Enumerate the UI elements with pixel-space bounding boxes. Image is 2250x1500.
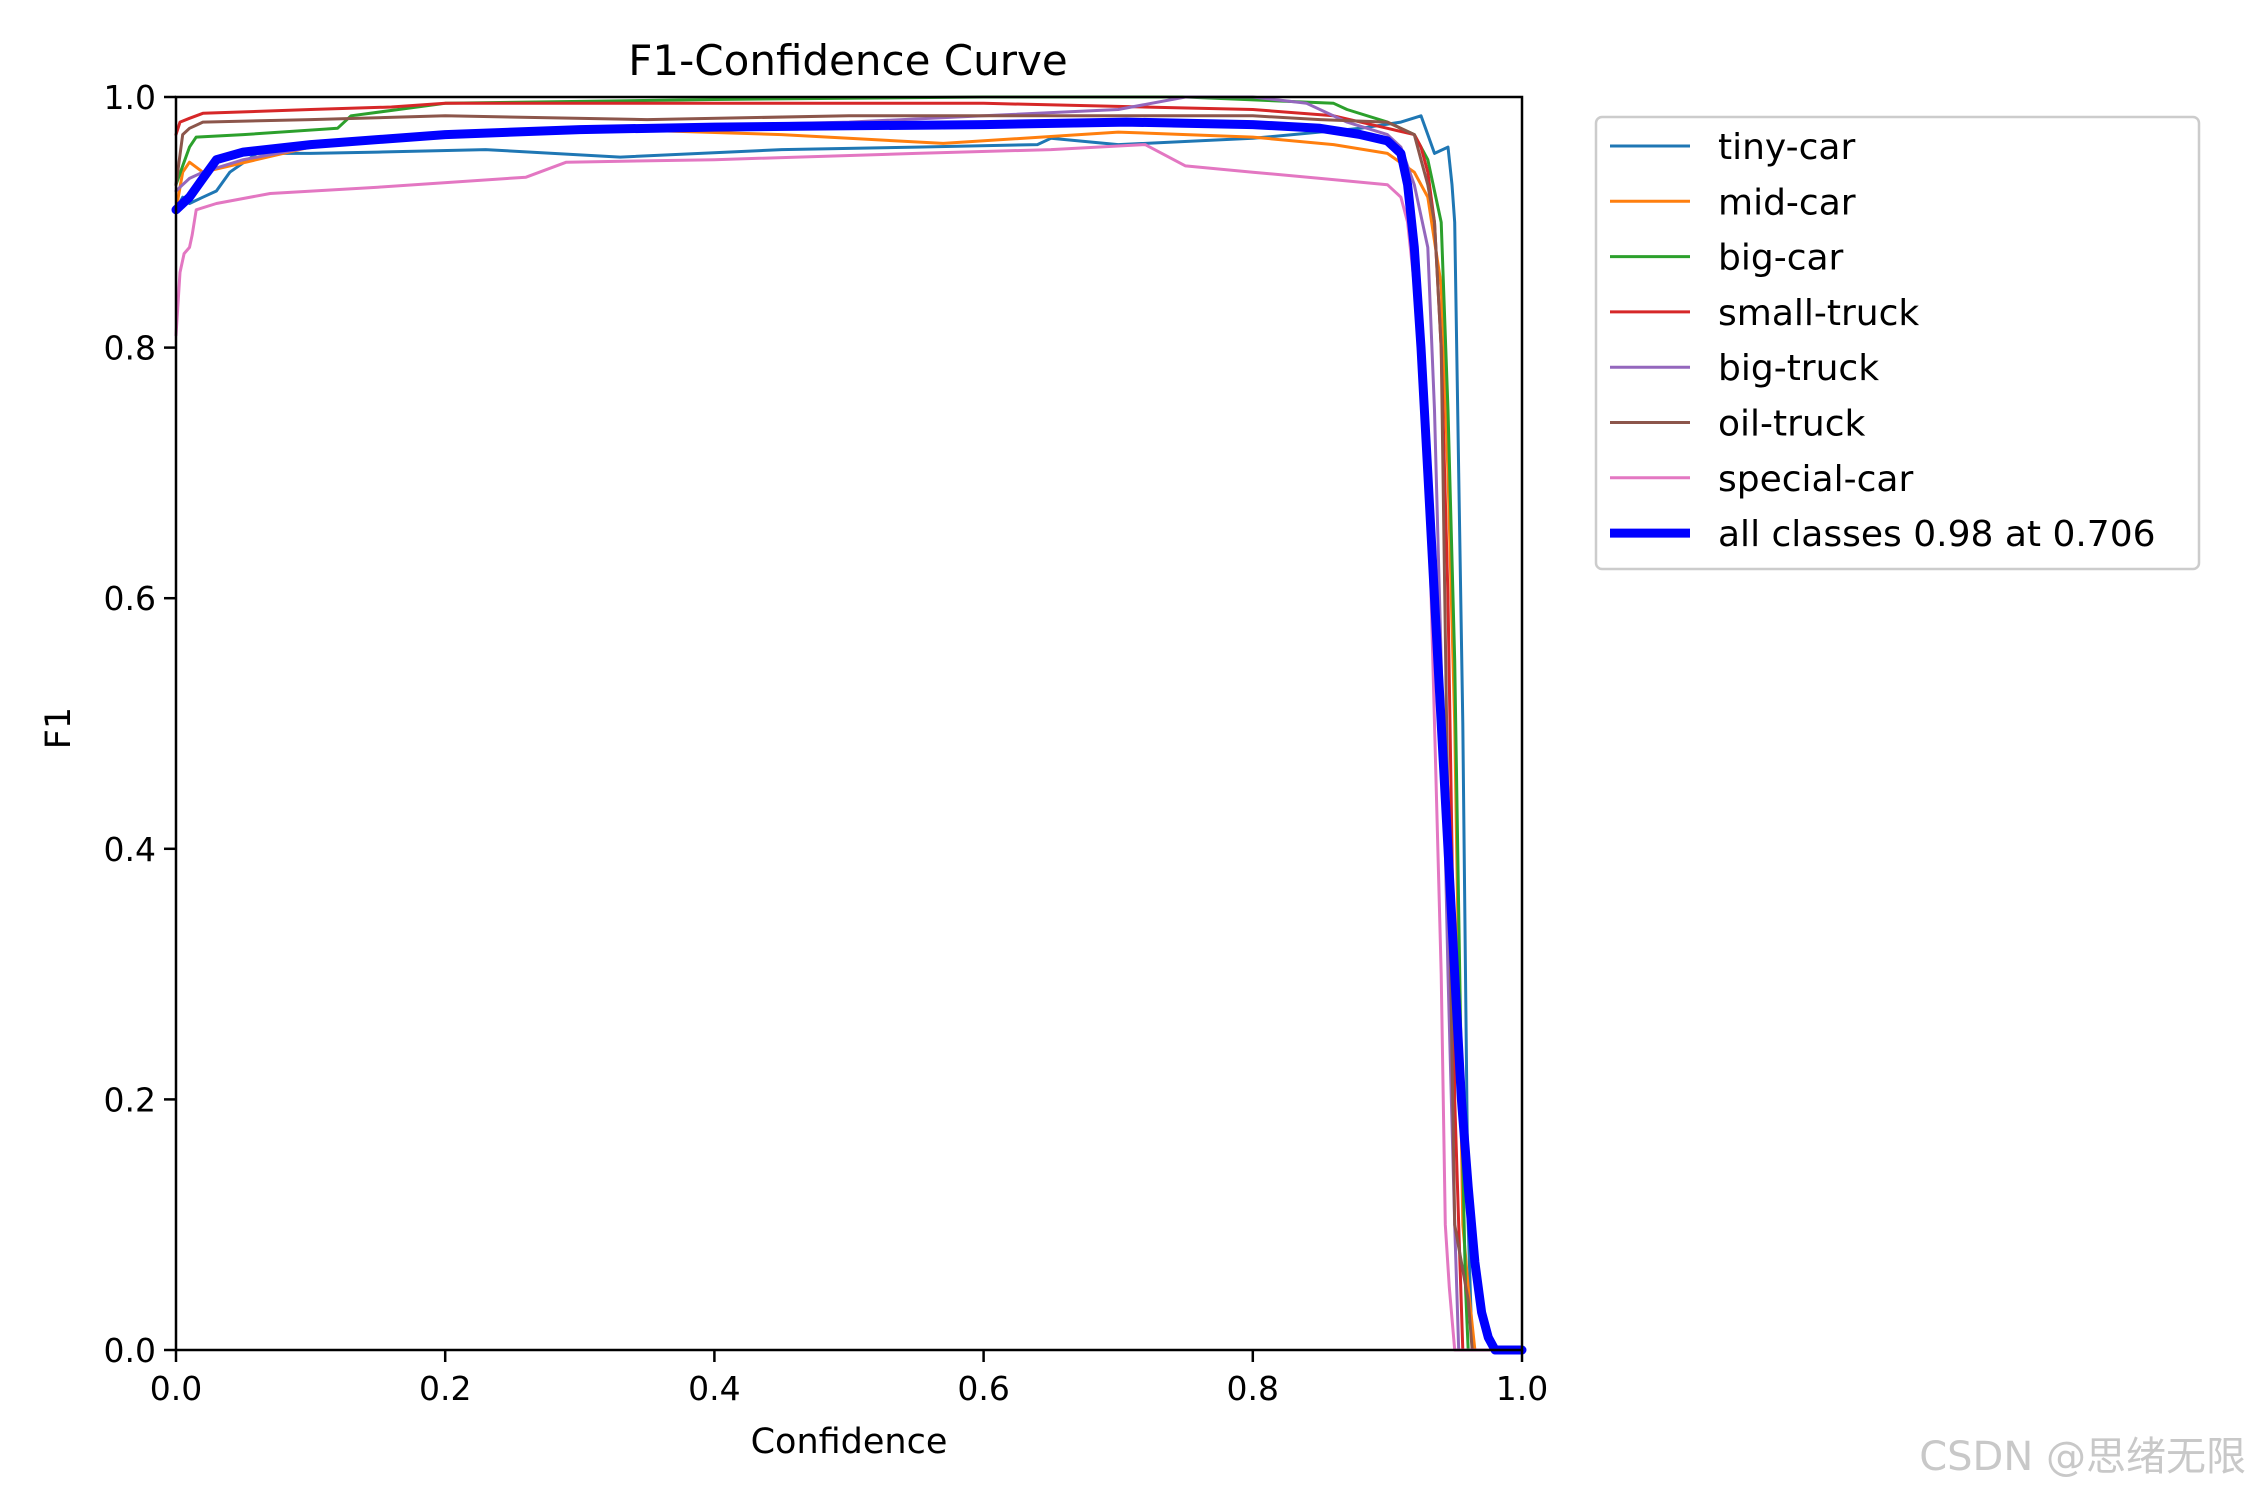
series-line-1	[174, 126, 1524, 1352]
x-tick-label: 0.2	[419, 1369, 471, 1408]
legend-label-7: all classes 0.98 at 0.706	[1718, 514, 2156, 555]
x-tick-label: 0.8	[1227, 1369, 1279, 1408]
legend-label-6: special-car	[1718, 459, 1913, 500]
series-line-2	[174, 95, 1524, 1352]
y-tick-label: 0.8	[104, 329, 156, 368]
legend-label-3: small-truck	[1718, 293, 1919, 334]
x-tick-label: 0.0	[150, 1369, 202, 1408]
legend: tiny-car mid-car big-car small-truck big-tru…	[1594, 115, 2201, 571]
x-axis: 0.0 0.2 0.4 0.6 0.8 1.0	[150, 1350, 1548, 1408]
series-line-7	[171, 117, 1527, 1355]
series-line-0	[174, 114, 1524, 1352]
legend-label-2: big-car	[1718, 238, 1844, 279]
legend-label-4: big-truck	[1718, 348, 1879, 389]
x-tick-label: 1.0	[1496, 1369, 1548, 1408]
watermark: CSDN @思绪无限	[1919, 1434, 2246, 1480]
x-tick-label: 0.4	[688, 1369, 740, 1408]
chart-title: F1-Confidence Curve	[628, 36, 1067, 85]
y-axis-title: F1	[39, 707, 79, 749]
plot-frame	[174, 95, 1524, 1352]
legend-box	[1594, 115, 2201, 571]
y-tick-label: 0.2	[104, 1080, 156, 1119]
y-tick-label: 0.0	[104, 1331, 156, 1370]
y-tick-label: 0.6	[104, 579, 156, 618]
legend-label-5: oil-truck	[1718, 404, 1866, 445]
series-line-6	[174, 143, 1524, 1352]
legend-label-1: mid-car	[1718, 182, 1856, 223]
x-axis-title: Confidence	[751, 1422, 948, 1462]
y-tick-label: 1.0	[104, 78, 156, 117]
legend-label-0: tiny-car	[1718, 127, 1855, 168]
series-line-3	[174, 101, 1524, 1352]
x-tick-label: 0.6	[957, 1369, 1009, 1408]
y-tick-label: 0.4	[104, 830, 156, 869]
plot-lines	[171, 95, 1527, 1355]
series-line-4	[174, 95, 1524, 1352]
series-line-5	[174, 114, 1524, 1352]
y-axis: 0.0 0.2 0.4 0.6 0.8 1.0	[104, 78, 176, 1370]
